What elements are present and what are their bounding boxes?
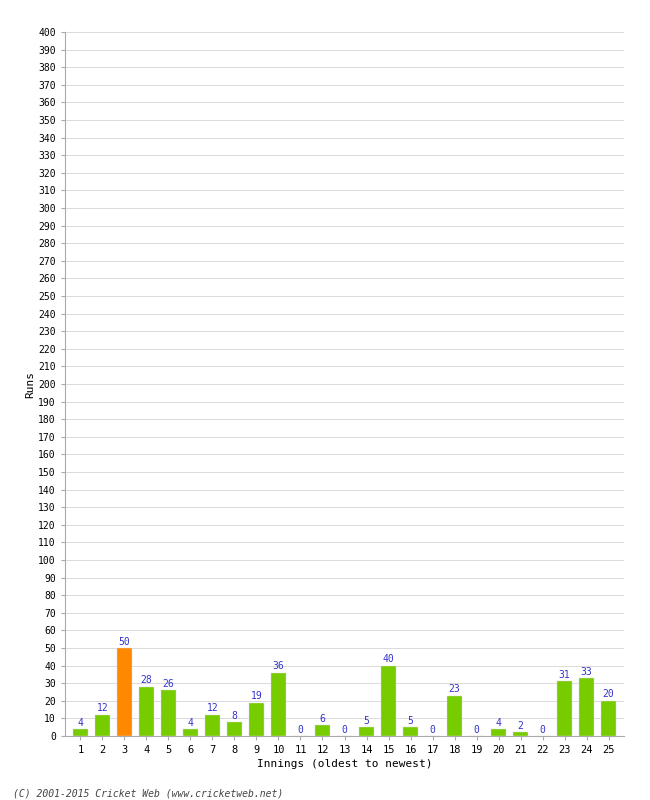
Text: 31: 31 <box>559 670 571 680</box>
Bar <box>271 673 286 736</box>
Text: 20: 20 <box>603 690 614 699</box>
Bar <box>205 715 220 736</box>
Bar <box>601 701 616 736</box>
Text: 28: 28 <box>140 675 152 686</box>
Text: 4: 4 <box>187 718 194 727</box>
Bar <box>183 729 198 736</box>
Text: 0: 0 <box>298 725 304 734</box>
Text: 5: 5 <box>408 716 413 726</box>
Bar <box>491 729 506 736</box>
Text: 0: 0 <box>540 725 545 734</box>
Text: 2: 2 <box>517 721 523 731</box>
Bar <box>359 727 374 736</box>
Text: 4: 4 <box>77 718 83 727</box>
Bar <box>249 702 264 736</box>
Bar <box>117 648 132 736</box>
Y-axis label: Runs: Runs <box>25 370 36 398</box>
Text: 12: 12 <box>207 703 218 714</box>
Text: 0: 0 <box>341 725 348 734</box>
Text: (C) 2001-2015 Cricket Web (www.cricketweb.net): (C) 2001-2015 Cricket Web (www.cricketwe… <box>13 789 283 798</box>
Text: 0: 0 <box>430 725 436 734</box>
Bar <box>95 715 110 736</box>
Text: 4: 4 <box>495 718 502 727</box>
Text: 6: 6 <box>320 714 326 724</box>
Text: 50: 50 <box>118 637 130 646</box>
Text: 33: 33 <box>580 666 592 677</box>
Bar <box>381 666 396 736</box>
Text: 8: 8 <box>231 710 237 721</box>
Text: 12: 12 <box>97 703 109 714</box>
Bar <box>513 733 528 736</box>
X-axis label: Innings (oldest to newest): Innings (oldest to newest) <box>257 759 432 769</box>
Bar <box>447 695 462 736</box>
Text: 40: 40 <box>383 654 395 664</box>
Text: 26: 26 <box>162 679 174 689</box>
Text: 19: 19 <box>251 691 263 701</box>
Bar <box>227 722 242 736</box>
Bar <box>557 682 572 736</box>
Text: 5: 5 <box>363 716 369 726</box>
Bar <box>315 726 330 736</box>
Bar <box>161 690 176 736</box>
Bar <box>138 686 154 736</box>
Bar <box>579 678 594 736</box>
Bar <box>73 729 88 736</box>
Text: 23: 23 <box>448 684 460 694</box>
Text: 36: 36 <box>272 662 284 671</box>
Bar <box>403 727 418 736</box>
Text: 0: 0 <box>474 725 480 734</box>
